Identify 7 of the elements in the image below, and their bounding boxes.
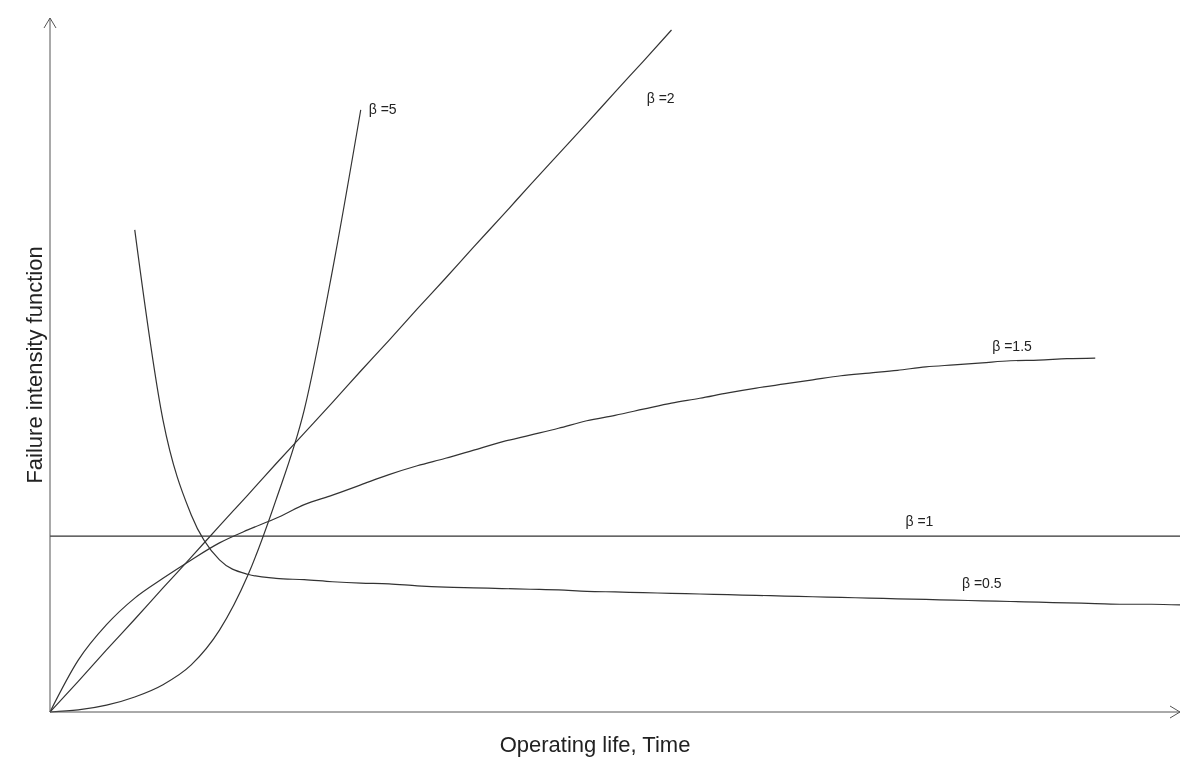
series-label: β =5: [368, 100, 397, 117]
x-axis-title: Operating life, Time: [499, 732, 691, 757]
series-label: β =1.5: [992, 337, 1033, 354]
series-label: β =2: [646, 90, 675, 107]
y-axis-title: Failure intensity function: [22, 246, 47, 484]
series-label: β =0.5: [962, 575, 1002, 592]
series-label: β =1: [905, 513, 934, 530]
